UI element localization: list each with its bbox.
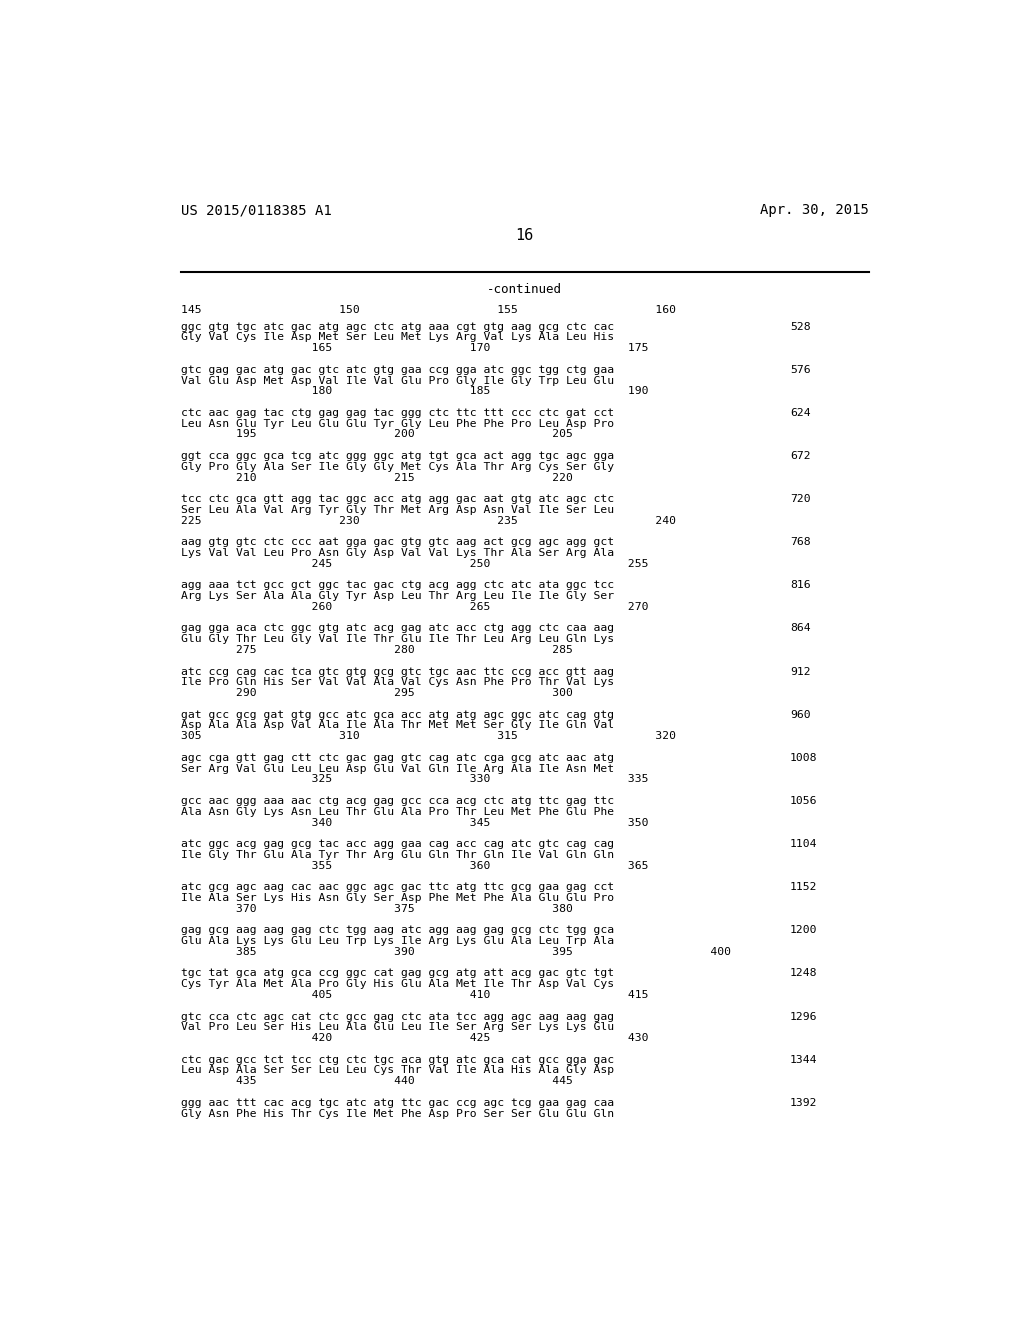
Text: ctc gac gcc tct tcc ctg ctc tgc aca gtg atc gca cat gcc gga gac: ctc gac gcc tct tcc ctg ctc tgc aca gtg … [180, 1055, 613, 1065]
Text: gtc cca ctc agc cat ctc gcc gag ctc ata tcc agg agc aag aag gag: gtc cca ctc agc cat ctc gcc gag ctc ata … [180, 1011, 613, 1022]
Text: 1200: 1200 [790, 925, 817, 936]
Text: 624: 624 [790, 408, 810, 418]
Text: 1248: 1248 [790, 969, 817, 978]
Text: Ala Asn Gly Lys Asn Leu Thr Glu Ala Pro Thr Leu Met Phe Glu Phe: Ala Asn Gly Lys Asn Leu Thr Glu Ala Pro … [180, 807, 613, 817]
Text: 1392: 1392 [790, 1098, 817, 1107]
Text: Asp Ala Ala Asp Val Ala Ile Ala Thr Met Met Ser Gly Ile Gln Val: Asp Ala Ala Asp Val Ala Ile Ala Thr Met … [180, 721, 613, 730]
Text: 210                    215                    220: 210 215 220 [180, 473, 572, 483]
Text: agc cga gtt gag ctt ctc gac gag gtc cag atc cga gcg atc aac atg: agc cga gtt gag ctt ctc gac gag gtc cag … [180, 752, 613, 763]
Text: ctc aac gag tac ctg gag gag tac ggg ctc ttc ttt ccc ctc gat cct: ctc aac gag tac ctg gag gag tac ggg ctc … [180, 408, 613, 418]
Text: 195                    200                    205: 195 200 205 [180, 429, 572, 440]
Text: 576: 576 [790, 364, 810, 375]
Text: 405                    410                    415: 405 410 415 [180, 990, 648, 1001]
Text: 260                    265                    270: 260 265 270 [180, 602, 648, 612]
Text: 355                    360                    365: 355 360 365 [180, 861, 648, 871]
Text: 275                    280                    285: 275 280 285 [180, 645, 572, 655]
Text: Lys Val Val Leu Pro Asn Gly Asp Val Val Lys Thr Ala Ser Arg Ala: Lys Val Val Leu Pro Asn Gly Asp Val Val … [180, 548, 613, 558]
Text: Arg Lys Ser Ala Ala Gly Tyr Asp Leu Thr Arg Leu Ile Ile Gly Ser: Arg Lys Ser Ala Ala Gly Tyr Asp Leu Thr … [180, 591, 613, 601]
Text: Ser Leu Ala Val Arg Tyr Gly Thr Met Arg Asp Asn Val Ile Ser Leu: Ser Leu Ala Val Arg Tyr Gly Thr Met Arg … [180, 506, 613, 515]
Text: 340                    345                    350: 340 345 350 [180, 817, 648, 828]
Text: 1008: 1008 [790, 752, 817, 763]
Text: 305                    310                    315                    320: 305 310 315 320 [180, 731, 676, 742]
Text: Leu Asn Glu Tyr Leu Glu Glu Tyr Gly Leu Phe Phe Pro Leu Asp Pro: Leu Asn Glu Tyr Leu Glu Glu Tyr Gly Leu … [180, 418, 613, 429]
Text: ggc gtg tgc atc gac atg agc ctc atg aaa cgt gtg aag gcg ctc cac: ggc gtg tgc atc gac atg agc ctc atg aaa … [180, 322, 613, 331]
Text: Gly Asn Phe His Thr Cys Ile Met Phe Asp Pro Ser Ser Glu Glu Gln: Gly Asn Phe His Thr Cys Ile Met Phe Asp … [180, 1109, 613, 1118]
Text: 245                    250                    255: 245 250 255 [180, 558, 648, 569]
Text: 290                    295                    300: 290 295 300 [180, 688, 572, 698]
Text: Ile Ala Ser Lys His Asn Gly Ser Asp Phe Met Phe Ala Glu Glu Pro: Ile Ala Ser Lys His Asn Gly Ser Asp Phe … [180, 892, 613, 903]
Text: agg aaa tct gcc gct ggc tac gac ctg acg agg ctc atc ata ggc tcc: agg aaa tct gcc gct ggc tac gac ctg acg … [180, 581, 613, 590]
Text: US 2015/0118385 A1: US 2015/0118385 A1 [180, 203, 332, 216]
Text: Gly Pro Gly Ala Ser Ile Gly Gly Met Cys Ala Thr Arg Cys Ser Gly: Gly Pro Gly Ala Ser Ile Gly Gly Met Cys … [180, 462, 613, 471]
Text: Val Glu Asp Met Asp Val Ile Val Glu Pro Gly Ile Gly Trp Leu Glu: Val Glu Asp Met Asp Val Ile Val Glu Pro … [180, 376, 613, 385]
Text: Ser Arg Val Glu Leu Leu Asp Glu Val Gln Ile Arg Ala Ile Asn Met: Ser Arg Val Glu Leu Leu Asp Glu Val Gln … [180, 763, 613, 774]
Text: gag gcg aag aag gag ctc tgg aag atc agg aag gag gcg ctc tgg gca: gag gcg aag aag gag ctc tgg aag atc agg … [180, 925, 613, 936]
Text: Leu Asp Ala Ser Ser Leu Leu Cys Thr Val Ile Ala His Ala Gly Asp: Leu Asp Ala Ser Ser Leu Leu Cys Thr Val … [180, 1065, 613, 1076]
Text: 370                    375                    380: 370 375 380 [180, 904, 572, 913]
Text: Gly Val Cys Ile Asp Met Ser Leu Met Lys Arg Val Lys Ala Leu His: Gly Val Cys Ile Asp Met Ser Leu Met Lys … [180, 333, 613, 342]
Text: 165                    170                    175: 165 170 175 [180, 343, 648, 354]
Text: 960: 960 [790, 710, 810, 719]
Text: 1296: 1296 [790, 1011, 817, 1022]
Text: Glu Gly Thr Leu Gly Val Ile Thr Glu Ile Thr Leu Arg Leu Gln Lys: Glu Gly Thr Leu Gly Val Ile Thr Glu Ile … [180, 635, 613, 644]
Text: 180                    185                    190: 180 185 190 [180, 387, 648, 396]
Text: Ile Pro Gln His Ser Val Val Ala Val Cys Asn Phe Pro Thr Val Lys: Ile Pro Gln His Ser Val Val Ala Val Cys … [180, 677, 613, 688]
Text: ggt cca ggc gca tcg atc ggg ggc atg tgt gca act agg tgc agc gga: ggt cca ggc gca tcg atc ggg ggc atg tgt … [180, 451, 613, 461]
Text: 1344: 1344 [790, 1055, 817, 1065]
Text: 720: 720 [790, 494, 810, 504]
Text: aag gtg gtc ctc ccc aat gga gac gtg gtc aag act gcg agc agg gct: aag gtg gtc ctc ccc aat gga gac gtg gtc … [180, 537, 613, 548]
Text: Apr. 30, 2015: Apr. 30, 2015 [760, 203, 869, 216]
Text: tcc ctc gca gtt agg tac ggc acc atg agg gac aat gtg atc agc ctc: tcc ctc gca gtt agg tac ggc acc atg agg … [180, 494, 613, 504]
Text: gcc aac ggg aaa aac ctg acg gag gcc cca acg ctc atg ttc gag ttc: gcc aac ggg aaa aac ctg acg gag gcc cca … [180, 796, 613, 807]
Text: 768: 768 [790, 537, 810, 548]
Text: tgc tat gca atg gca ccg ggc cat gag gcg atg att acg gac gtc tgt: tgc tat gca atg gca ccg ggc cat gag gcg … [180, 969, 613, 978]
Text: -continued: -continued [487, 284, 562, 296]
Text: gag gga aca ctc ggc gtg atc acg gag atc acc ctg agg ctc caa aag: gag gga aca ctc ggc gtg atc acg gag atc … [180, 623, 613, 634]
Text: 864: 864 [790, 623, 810, 634]
Text: 912: 912 [790, 667, 810, 677]
Text: Glu Ala Lys Lys Glu Leu Trp Lys Ile Arg Lys Glu Ala Leu Trp Ala: Glu Ala Lys Lys Glu Leu Trp Lys Ile Arg … [180, 936, 613, 946]
Text: atc ggc acg gag gcg tac acc agg gaa cag acc cag atc gtc cag cag: atc ggc acg gag gcg tac acc agg gaa cag … [180, 840, 613, 849]
Text: 1056: 1056 [790, 796, 817, 807]
Text: Val Pro Leu Ser His Leu Ala Glu Leu Ile Ser Arg Ser Lys Lys Glu: Val Pro Leu Ser His Leu Ala Glu Leu Ile … [180, 1022, 613, 1032]
Text: 528: 528 [790, 322, 810, 331]
Text: 16: 16 [516, 227, 534, 243]
Text: 420                    425                    430: 420 425 430 [180, 1034, 648, 1043]
Text: 435                    440                    445: 435 440 445 [180, 1076, 572, 1086]
Text: gat gcc gcg gat gtg gcc atc gca acc atg atg agc ggc atc cag gtg: gat gcc gcg gat gtg gcc atc gca acc atg … [180, 710, 613, 719]
Text: 816: 816 [790, 581, 810, 590]
Text: 145                    150                    155                    160: 145 150 155 160 [180, 305, 676, 314]
Text: ggg aac ttt cac acg tgc atc atg ttc gac ccg agc tcg gaa gag caa: ggg aac ttt cac acg tgc atc atg ttc gac … [180, 1098, 613, 1107]
Text: 672: 672 [790, 451, 810, 461]
Text: atc ccg cag cac tca gtc gtg gcg gtc tgc aac ttc ccg acc gtt aag: atc ccg cag cac tca gtc gtg gcg gtc tgc … [180, 667, 613, 677]
Text: 325                    330                    335: 325 330 335 [180, 775, 648, 784]
Text: Cys Tyr Ala Met Ala Pro Gly His Glu Ala Met Ile Thr Asp Val Cys: Cys Tyr Ala Met Ala Pro Gly His Glu Ala … [180, 979, 613, 989]
Text: 1152: 1152 [790, 882, 817, 892]
Text: Ile Gly Thr Glu Ala Tyr Thr Arg Glu Gln Thr Gln Ile Val Gln Gln: Ile Gly Thr Glu Ala Tyr Thr Arg Glu Gln … [180, 850, 613, 859]
Text: 1104: 1104 [790, 840, 817, 849]
Text: 225                    230                    235                    240: 225 230 235 240 [180, 516, 676, 525]
Text: gtc gag gac atg gac gtc atc gtg gaa ccg gga atc ggc tgg ctg gaa: gtc gag gac atg gac gtc atc gtg gaa ccg … [180, 364, 613, 375]
Text: atc gcg agc aag cac aac ggc agc gac ttc atg ttc gcg gaa gag cct: atc gcg agc aag cac aac ggc agc gac ttc … [180, 882, 613, 892]
Text: 385                    390                    395                    400: 385 390 395 400 [180, 946, 731, 957]
